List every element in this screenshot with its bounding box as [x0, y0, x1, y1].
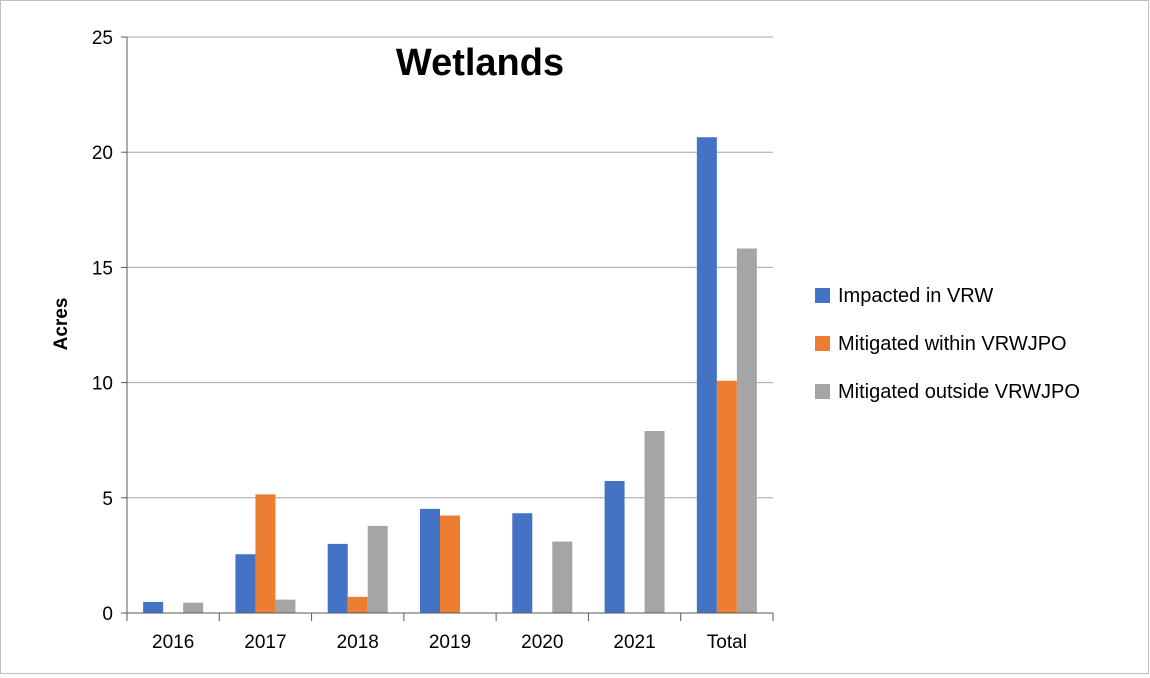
x-tick-label: 2016: [152, 632, 194, 653]
legend-swatch: [815, 336, 830, 351]
x-tick-label: 2019: [429, 632, 471, 653]
bar: [327, 543, 348, 613]
bar: [420, 508, 440, 613]
chart-title: Wetlands: [396, 42, 564, 84]
legend-label: Impacted in VRW: [838, 285, 993, 307]
bar: [440, 515, 460, 613]
bar: [552, 541, 573, 613]
bar: [604, 480, 625, 613]
gridlines: [127, 36, 773, 499]
bar: [143, 601, 164, 613]
y-axis-label: Acres: [51, 298, 72, 351]
legend: Impacted in VRW Mitigated within VRWJPO Mi…: [815, 285, 1080, 403]
bar: [716, 380, 737, 613]
bar: [275, 599, 296, 613]
bar: [367, 525, 388, 613]
bar: [255, 494, 276, 613]
x-tick-label: Total: [707, 632, 747, 653]
bar: [512, 513, 533, 613]
bars: [143, 137, 757, 613]
y-tick-label: 20: [92, 143, 113, 164]
bar: [736, 248, 757, 613]
y-tick-label: 5: [102, 489, 113, 510]
y-tick-label: 25: [92, 28, 113, 49]
x-tick-label: 2018: [337, 632, 379, 653]
y-tick-label: 0: [102, 604, 113, 625]
x-tick-label: 2020: [521, 632, 563, 653]
axes: 0 5 10 15 20 25 2016 2017 2018 2019 2020 2021 Total: [92, 28, 774, 653]
legend-label: Mitigated outside VRWJPO: [838, 381, 1080, 403]
x-tick-label: 2017: [244, 632, 286, 653]
bar: [183, 602, 204, 613]
bar: [347, 596, 368, 613]
bar: [696, 137, 717, 613]
y-tick-label: 10: [92, 374, 113, 395]
bar: [644, 430, 665, 613]
y-tick-label: 15: [92, 258, 113, 279]
legend-swatch: [815, 384, 830, 399]
legend-label: Mitigated within VRWJPO: [838, 333, 1067, 355]
bar: [235, 554, 256, 613]
legend-swatch: [815, 288, 830, 303]
x-tick-label: 2021: [613, 632, 655, 653]
